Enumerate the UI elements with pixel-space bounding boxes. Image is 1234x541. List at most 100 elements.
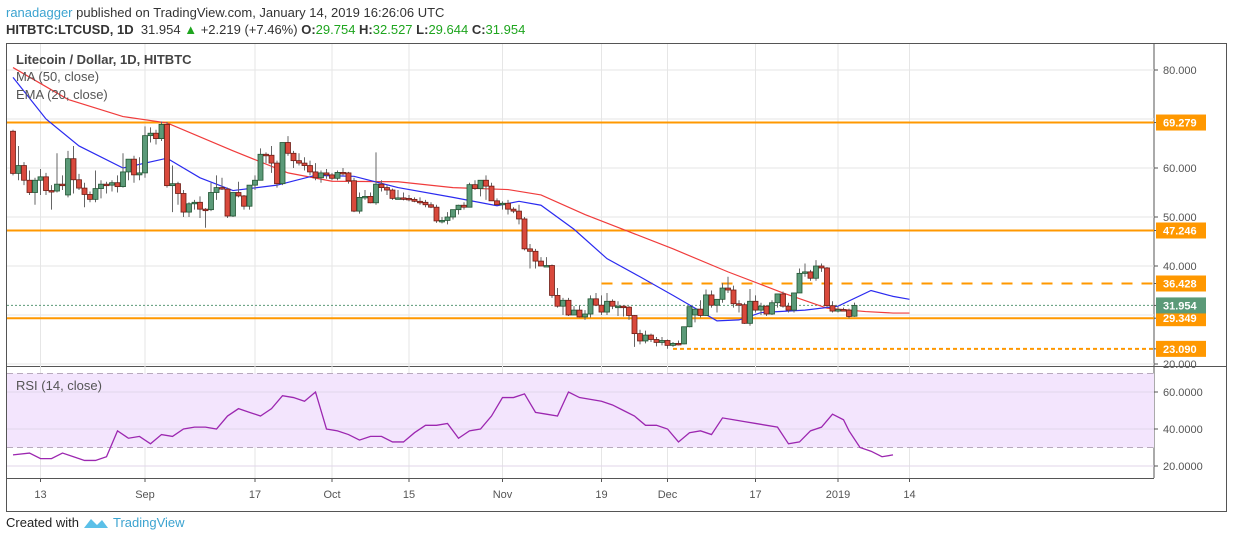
low-label: L: — [416, 22, 429, 37]
candle — [136, 157, 143, 181]
candle — [312, 163, 319, 181]
candle — [708, 290, 715, 308]
candle — [554, 288, 561, 308]
level-tag-text: 47.246 — [1163, 225, 1197, 237]
candle — [598, 295, 605, 315]
candle — [21, 162, 27, 186]
candle — [620, 305, 627, 317]
candle — [323, 168, 330, 179]
candle — [400, 192, 407, 201]
level-tag-text: 69.279 — [1163, 118, 1197, 130]
candle — [626, 306, 632, 320]
candle — [439, 217, 445, 224]
last-price-tag-text: 31.954 — [1163, 300, 1198, 312]
candle — [191, 199, 198, 210]
candle — [758, 302, 764, 315]
candle — [642, 330, 649, 344]
candle — [719, 283, 726, 303]
candle — [131, 155, 137, 183]
candle — [76, 173, 82, 191]
x-tick-label: 13 — [34, 489, 46, 501]
candle — [829, 301, 836, 313]
candle — [538, 257, 544, 267]
candle — [329, 172, 335, 181]
candle — [703, 289, 709, 316]
candle — [664, 339, 671, 349]
candle — [356, 192, 363, 214]
candle — [279, 142, 286, 186]
candle — [120, 153, 126, 188]
candle — [516, 204, 522, 225]
candle — [796, 268, 803, 294]
candle — [675, 340, 682, 346]
candle — [428, 202, 434, 209]
candle — [780, 291, 786, 308]
candle — [653, 337, 660, 347]
candle — [235, 181, 242, 198]
candle — [741, 302, 748, 324]
candle — [32, 177, 38, 205]
candle — [158, 121, 165, 142]
candle — [285, 136, 291, 156]
level-tag-text: 29.349 — [1163, 313, 1197, 325]
last-price: 31.954 — [140, 22, 181, 37]
candle — [587, 295, 594, 318]
candle — [851, 302, 858, 317]
candle — [351, 177, 357, 213]
candle — [202, 208, 209, 228]
candle — [521, 217, 528, 251]
candle — [224, 187, 231, 218]
close-label: C: — [471, 22, 486, 37]
candle — [802, 263, 808, 277]
candle — [153, 129, 159, 145]
candle — [494, 198, 500, 206]
chart-frame — [6, 43, 1227, 512]
ma50-line — [12, 67, 910, 314]
candle — [686, 306, 693, 328]
candle — [835, 306, 841, 313]
candle — [505, 199, 511, 215]
tradingview-link[interactable]: TradingView — [112, 515, 185, 530]
rsi-pane — [7, 373, 1154, 467]
candle — [114, 175, 121, 193]
candle — [714, 298, 720, 313]
candle — [263, 152, 269, 164]
candle — [345, 171, 352, 184]
author-link[interactable]: ranadagger — [6, 5, 73, 20]
candle — [230, 192, 236, 217]
candle — [609, 299, 616, 310]
candle — [774, 293, 781, 308]
candle — [433, 204, 440, 223]
candle — [274, 160, 280, 188]
candle — [175, 181, 181, 205]
candle — [631, 315, 638, 347]
price-change: +2.219 (+7.46%) — [200, 22, 298, 37]
candle — [10, 129, 16, 176]
high-value: 32.527 — [372, 22, 413, 37]
candle — [296, 153, 302, 166]
up-arrow-icon: ▲ — [184, 22, 198, 37]
candle — [180, 190, 187, 217]
candle — [15, 145, 22, 181]
candle — [604, 292, 610, 315]
candle — [725, 276, 731, 293]
candle — [92, 170, 99, 203]
high-label: H: — [359, 22, 373, 37]
candle — [59, 175, 66, 191]
candle — [252, 175, 258, 191]
candle — [455, 204, 462, 215]
candle — [142, 126, 148, 178]
rsi-tick-label: 40.0000 — [1163, 424, 1203, 436]
candle — [208, 182, 214, 212]
candle — [477, 179, 484, 197]
x-tick-label: 17 — [249, 489, 261, 501]
candle — [785, 302, 792, 313]
candle — [769, 300, 775, 315]
candle — [109, 180, 115, 192]
candle — [169, 165, 176, 213]
ema20-line — [12, 76, 910, 322]
candle — [543, 257, 550, 268]
chart-title: Litecoin / Dollar, 1D, HITBTC — [16, 52, 192, 67]
candle — [846, 308, 852, 319]
